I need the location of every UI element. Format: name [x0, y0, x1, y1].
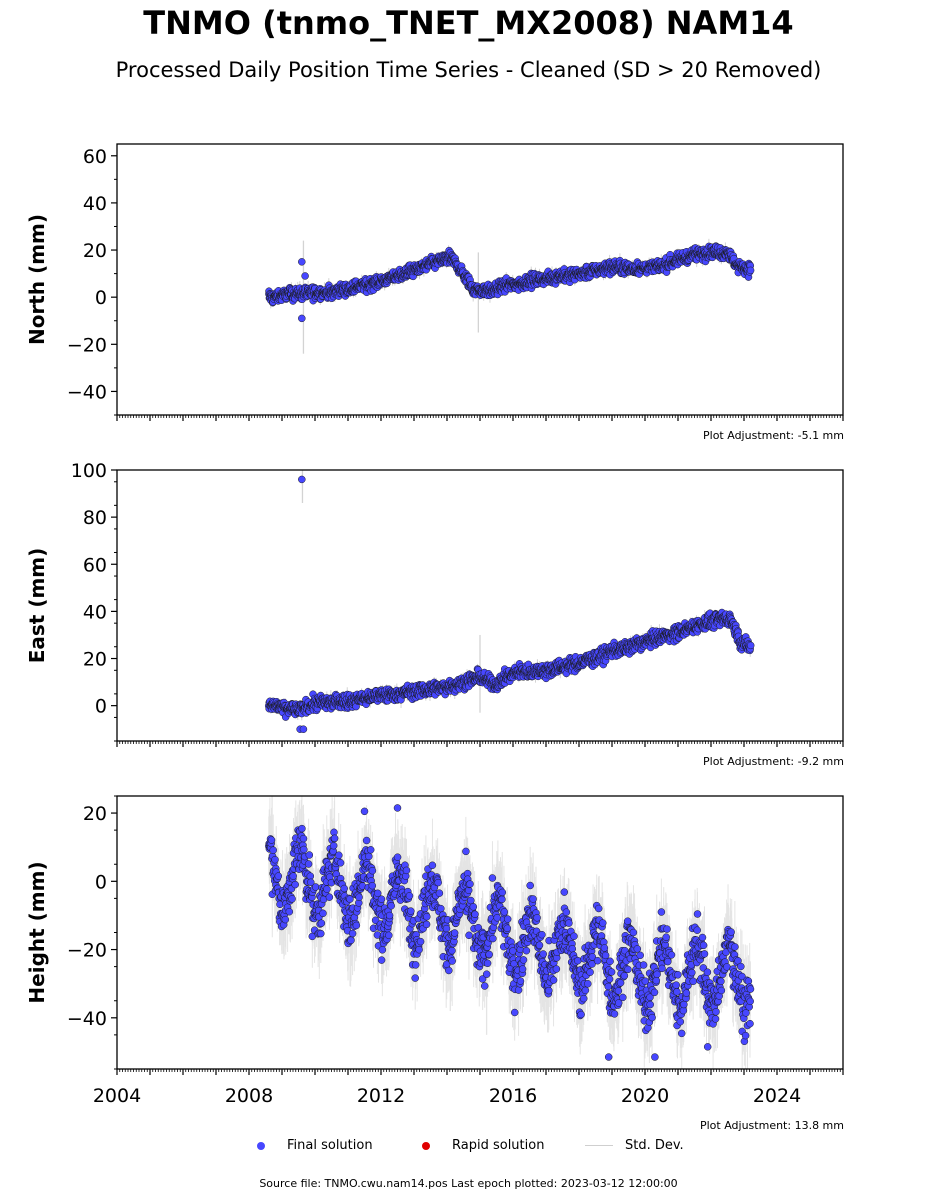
- east-outlier-point: [299, 725, 308, 733]
- north-panel: −40 −20 0 20 40 60 North (mm): [25, 143, 844, 421]
- north-outlier-point: [298, 314, 306, 323]
- east-y-axis-label: East (mm): [25, 548, 49, 664]
- east-y-tick-label: 100: [71, 460, 107, 482]
- chart-subtitle: Processed Daily Position Time Series - C…: [115, 58, 822, 82]
- north-plot-frame: [116, 143, 844, 416]
- north-y-axis-label: North (mm): [25, 214, 49, 345]
- east-points: [264, 475, 755, 733]
- north-points: [265, 242, 755, 323]
- chart-title: TNMO (tnmo_TNET_MX2008) NAM14: [143, 4, 794, 42]
- east-panel: 0 20 40 60 80 100 East (mm): [25, 460, 844, 747]
- east-y-tick-label: 80: [83, 507, 107, 529]
- north-y-tick-label: 0: [95, 287, 107, 309]
- east-y-tick-label: 60: [83, 554, 107, 576]
- north-y-tick-label: 40: [83, 193, 107, 215]
- north-data: [265, 238, 755, 354]
- east-data: [264, 470, 755, 733]
- east-data-point: [746, 641, 755, 650]
- height-data: [265, 796, 755, 1069]
- north-outlier-point: [298, 258, 306, 266]
- north-outlier-point: [301, 272, 309, 280]
- east-y-tick-label: 20: [83, 649, 107, 671]
- height-std-dev-bars: [268, 796, 751, 1069]
- north-data-point: [746, 266, 755, 275]
- east-y-tick-label: 40: [83, 601, 107, 623]
- north-y-tick-label: 20: [83, 240, 107, 262]
- east-y-tick-label: 0: [95, 696, 107, 718]
- north-y-tick-label: −20: [67, 334, 107, 356]
- north-y-tick-label: 60: [83, 146, 107, 168]
- east-outlier-point: [298, 475, 306, 484]
- north-y-tick-label: −40: [67, 381, 107, 403]
